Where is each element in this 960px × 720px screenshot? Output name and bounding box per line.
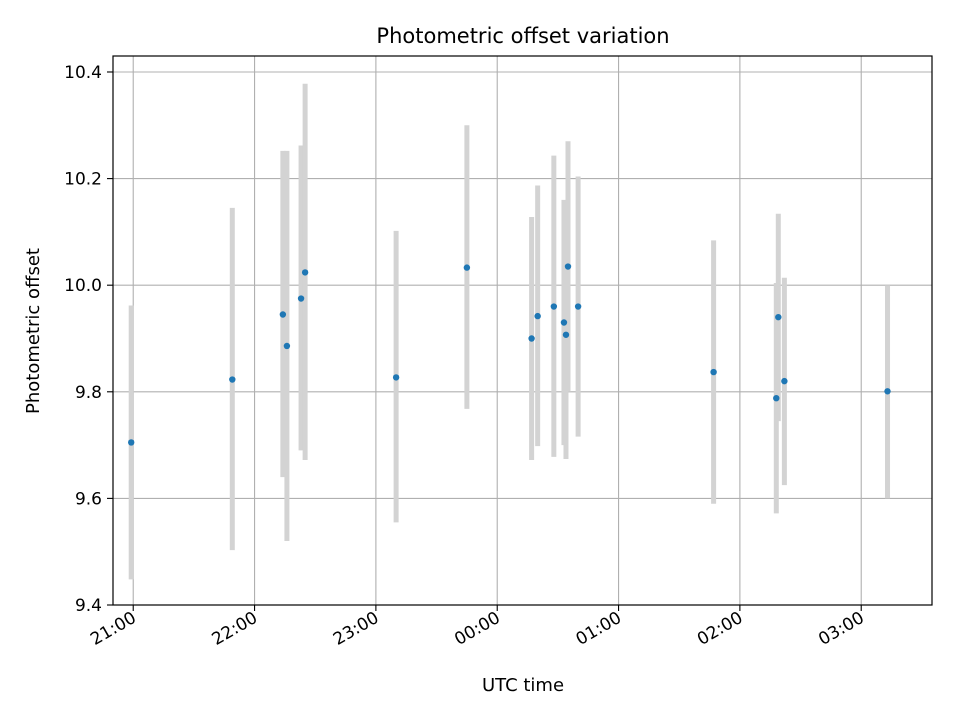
data-point [574, 303, 582, 310]
y-axis-ticks: 9.4 9.6 9.8 10.0 10.2 10.4 [64, 63, 113, 616]
data-point [528, 335, 535, 342]
data-point [884, 388, 891, 395]
y-tick-label: 10.2 [64, 170, 102, 190]
y-tick-label: 9.8 [75, 383, 102, 403]
data-point [301, 269, 309, 276]
data-point [283, 342, 291, 350]
y-tick-label: 9.4 [75, 596, 102, 616]
data-point [279, 311, 287, 318]
data-point [534, 312, 541, 320]
data-point [781, 377, 788, 385]
data-point [710, 368, 717, 376]
data-point [564, 263, 572, 270]
x-axis-label: UTC time [482, 675, 564, 696]
data-point [775, 313, 782, 321]
data-points [128, 263, 891, 446]
y-tick-label: 9.6 [75, 489, 102, 509]
data-point [773, 394, 780, 402]
data-point [128, 439, 135, 446]
data-point [562, 331, 570, 338]
y-tick-label: 10.4 [64, 63, 102, 83]
grid [113, 56, 932, 606]
data-point [560, 319, 568, 326]
data-point [297, 295, 305, 302]
data-point [229, 376, 236, 383]
y-axis-label: Photometric offset [23, 248, 44, 414]
plot-frame [112, 55, 933, 606]
chart-title: Photometric offset variation [376, 24, 669, 48]
data-point [392, 374, 400, 381]
data-point [463, 264, 471, 271]
data-point [550, 303, 558, 310]
y-tick-label: 10.0 [64, 276, 102, 296]
